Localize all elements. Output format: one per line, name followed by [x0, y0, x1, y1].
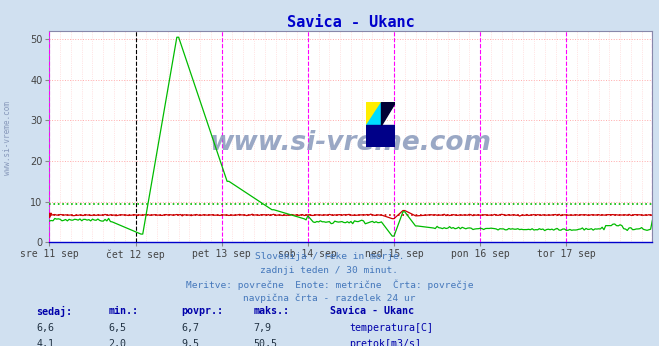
Text: navpična črta - razdelek 24 ur: navpična črta - razdelek 24 ur	[243, 293, 416, 303]
Text: Savica - Ukanc: Savica - Ukanc	[330, 306, 413, 316]
Text: Slovenija / reke in morje.: Slovenija / reke in morje.	[255, 252, 404, 261]
Text: 4,1: 4,1	[36, 339, 54, 346]
Text: 50,5: 50,5	[254, 339, 277, 346]
Text: 6,5: 6,5	[109, 323, 127, 333]
Text: povpr.:: povpr.:	[181, 306, 223, 316]
Text: zadnji teden / 30 minut.: zadnji teden / 30 minut.	[260, 266, 399, 275]
Text: www.si-vreme.com: www.si-vreme.com	[210, 130, 492, 156]
Polygon shape	[381, 102, 395, 125]
Text: 6,6: 6,6	[36, 323, 54, 333]
Text: sedaj:: sedaj:	[36, 306, 72, 317]
Text: 2,0: 2,0	[109, 339, 127, 346]
Polygon shape	[366, 102, 381, 125]
Text: 6,7: 6,7	[181, 323, 199, 333]
Text: www.si-vreme.com: www.si-vreme.com	[3, 101, 13, 175]
Text: min.:: min.:	[109, 306, 139, 316]
Text: 9,5: 9,5	[181, 339, 199, 346]
Bar	[366, 125, 395, 147]
Title: Savica - Ukanc: Savica - Ukanc	[287, 15, 415, 30]
Text: temperatura[C]: temperatura[C]	[349, 323, 433, 333]
Text: Meritve: povrečne  Enote: metrične  Črta: povrečje: Meritve: povrečne Enote: metrične Črta: …	[186, 280, 473, 290]
Text: 7,9: 7,9	[254, 323, 272, 333]
Text: pretok[m3/s]: pretok[m3/s]	[349, 339, 421, 346]
Text: maks.:: maks.:	[254, 306, 290, 316]
Polygon shape	[366, 102, 381, 125]
